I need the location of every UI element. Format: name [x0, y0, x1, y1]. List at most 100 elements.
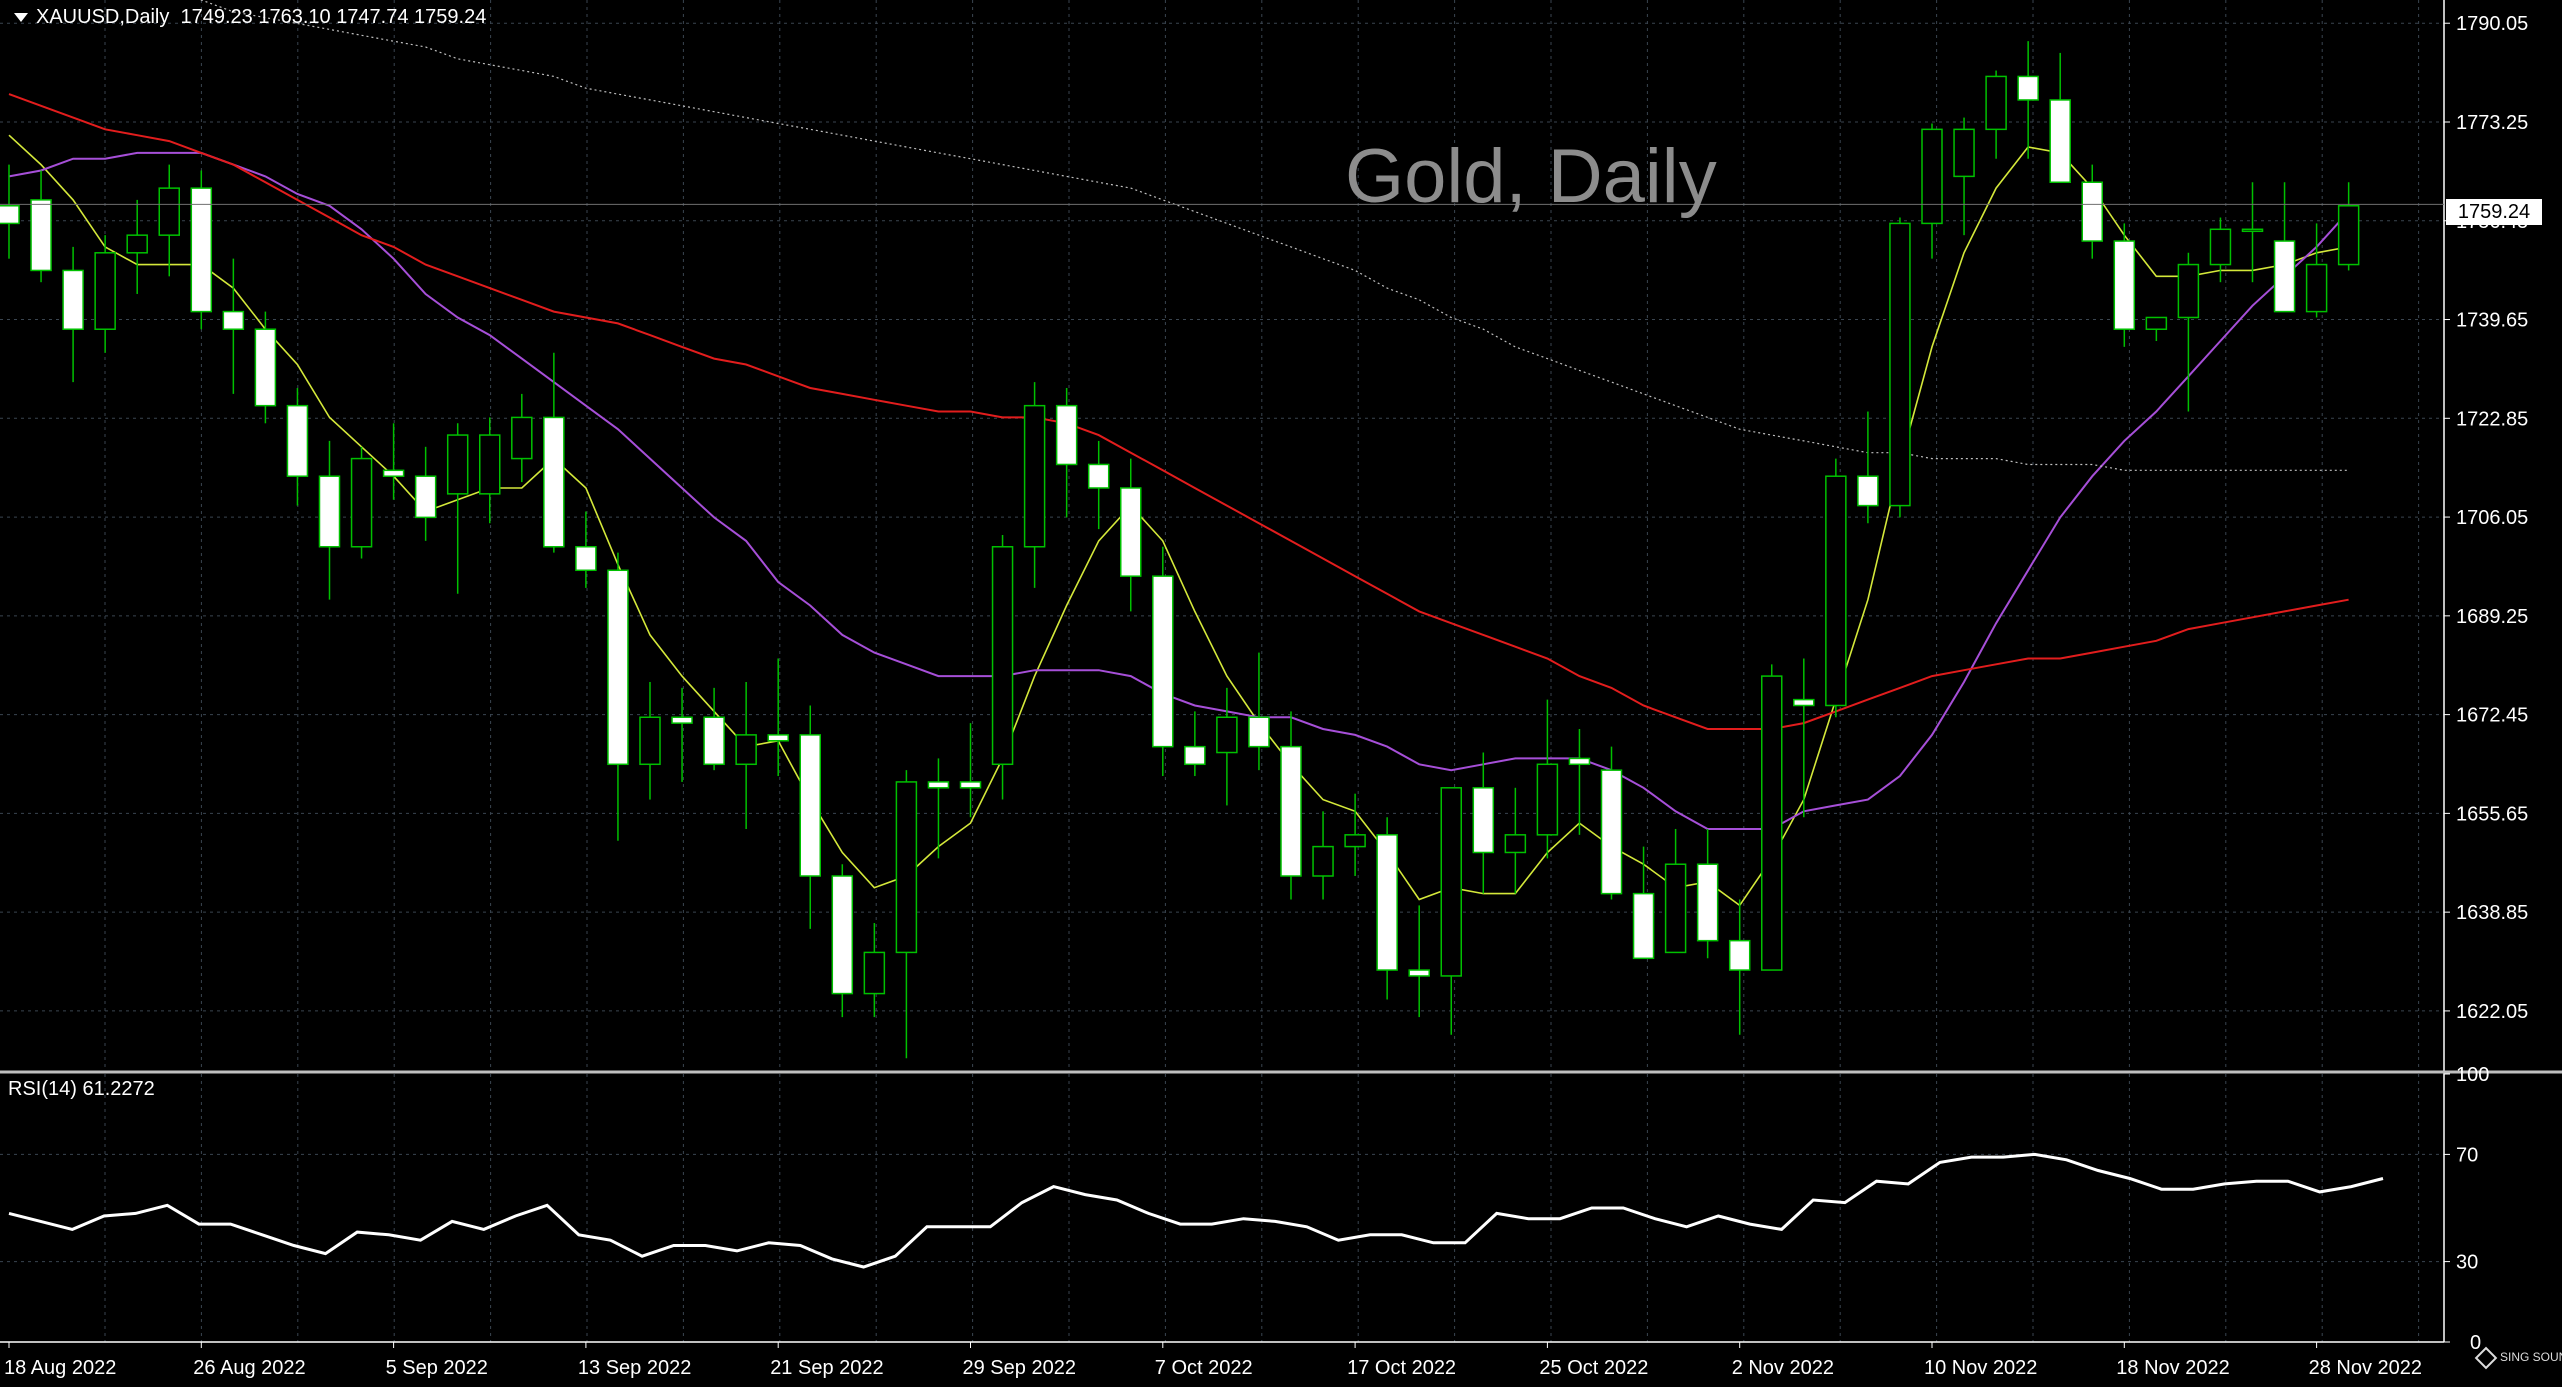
candle-bullish [2337, 205, 2360, 266]
candle-bullish [895, 781, 918, 954]
price-tick-label: 1622.05 [2456, 1001, 2528, 1023]
candle-bullish [2209, 228, 2232, 266]
ma-fast-line [8, 134, 2349, 907]
date-tick-label: 10 Nov 2022 [1924, 1357, 2037, 1379]
price-tick-label: 1790.05 [2456, 13, 2528, 35]
date-tick-label: 18 Aug 2022 [4, 1357, 116, 1379]
date-tick-label: 7 Oct 2022 [1155, 1357, 1253, 1379]
candle-bearish [254, 328, 277, 407]
date-tick-label: 5 Sep 2022 [386, 1357, 488, 1379]
date-tick-label: 25 Oct 2022 [1539, 1357, 1648, 1379]
candle-bearish [543, 416, 565, 548]
dropdown-triangle-icon[interactable] [14, 13, 28, 23]
candle-bearish [62, 269, 84, 330]
brand-text: SING SOUND [2500, 1350, 2562, 1365]
price-tick-label: 1773.25 [2456, 112, 2528, 134]
candle-bullish [126, 234, 148, 254]
symbol-label: XAUUSD,Daily [36, 6, 170, 28]
candle-bullish [1664, 863, 1687, 954]
rsi-line [8, 1152, 2384, 1269]
candle-bullish [1761, 675, 1783, 971]
candle-bearish [927, 781, 950, 789]
candle-bearish [1472, 787, 1495, 854]
candle-bearish [575, 546, 597, 572]
date-tick-label: 29 Sep 2022 [963, 1357, 1076, 1379]
date-tick-label: 21 Sep 2022 [770, 1357, 883, 1379]
candle-bullish [991, 546, 1014, 766]
candle-bearish [1087, 463, 1110, 489]
candle-bearish [414, 475, 437, 519]
price-tick-label: 1655.65 [2456, 803, 2528, 825]
date-tick-label: 18 Nov 2022 [2116, 1357, 2229, 1379]
candle-bullish [1825, 475, 1847, 707]
candle-bearish [1600, 769, 1623, 895]
candle-bearish [1408, 969, 1430, 977]
candle-bearish [2049, 99, 2071, 184]
candle-bearish [318, 475, 341, 548]
candle-bearish [799, 734, 821, 877]
candle-bearish [2273, 240, 2296, 313]
candle-bearish [0, 205, 20, 225]
rsi-grid [0, 1074, 2444, 1342]
candle-bearish [1696, 863, 1719, 942]
date-tick-label: 13 Sep 2022 [578, 1357, 691, 1379]
rsi-indicator-label: RSI(14) 61.2272 [8, 1078, 155, 1100]
chart-watermark: Gold, Daily [1345, 134, 1717, 219]
candle-bullish [511, 416, 533, 460]
candle-bearish [1280, 745, 1302, 877]
axes [0, 0, 2562, 1348]
candle-bullish [1985, 75, 2007, 131]
current-price-tag: 1759.24 [2446, 199, 2542, 225]
date-tick-label: 2 Nov 2022 [1732, 1357, 1834, 1379]
rsi-axis-labels: 100 70 30 0 [2456, 1064, 2489, 1354]
candle-bullish [350, 457, 373, 548]
price-tick-label: 1706.05 [2456, 507, 2528, 529]
chart-header[interactable]: XAUUSD,Daily 1749.23 1763.10 1747.74 175… [14, 6, 486, 29]
price-tick-label: 1672.45 [2456, 705, 2528, 727]
brand-logo: SING SOUND [2474, 1346, 2562, 1370]
candle-bearish [2017, 75, 2039, 101]
candle-bearish [382, 469, 405, 477]
ma-slow-line [8, 93, 2349, 730]
candle-bearish [1568, 757, 1591, 766]
candle-bullish [2241, 228, 2264, 233]
candlesticks [0, 41, 2360, 1059]
rsi-tick-label: 0 [2470, 1332, 2481, 1354]
candle-bearish [1120, 487, 1142, 577]
candle-bullish [639, 716, 661, 766]
candle-bearish [2113, 240, 2136, 330]
candle-bearish [286, 404, 309, 477]
ma-mid-line [8, 151, 2350, 830]
date-tick-label: 17 Oct 2022 [1347, 1357, 1456, 1379]
moving-averages [8, 0, 2350, 907]
candle-bearish [831, 875, 854, 995]
candle-bearish [222, 310, 245, 330]
candle-bullish [94, 252, 116, 330]
candle-bullish [1023, 404, 1046, 548]
candle-bearish [30, 199, 52, 272]
candle-bullish [1312, 845, 1334, 877]
candle-bearish [1857, 475, 1879, 507]
candle-bearish [1632, 892, 1655, 960]
candle-bearish [2081, 181, 2103, 242]
candle-bearish [607, 569, 629, 766]
logo-diamond-icon [2474, 1346, 2498, 1370]
price-tick-label: 1689.25 [2456, 606, 2528, 628]
candle-bullish [1953, 128, 1975, 178]
candle-bearish [1248, 716, 1270, 748]
date-tick-label: 26 Aug 2022 [193, 1357, 305, 1379]
price-axis-labels: 1790.051773.251756.451739.651722.851706.… [2456, 13, 2528, 1023]
ohlc-values: 1749.23 1763.10 1747.74 1759.24 [180, 6, 487, 28]
candle-bullish [1504, 834, 1527, 854]
candle-bullish [1216, 716, 1238, 754]
candle-bullish [2145, 316, 2168, 330]
candle-bullish [1344, 834, 1366, 848]
date-axis-labels: 18 Aug 2022 26 Aug 2022 5 Sep 2022 13 Sep 2… [4, 1357, 2422, 1379]
candle-bearish [671, 716, 693, 724]
rsi-plot [8, 1152, 2384, 1269]
ma-long-line [197, 0, 2349, 471]
candle-bullish [1921, 128, 1943, 225]
candle-bearish [1793, 698, 1815, 707]
candle-bearish [1376, 834, 1398, 971]
